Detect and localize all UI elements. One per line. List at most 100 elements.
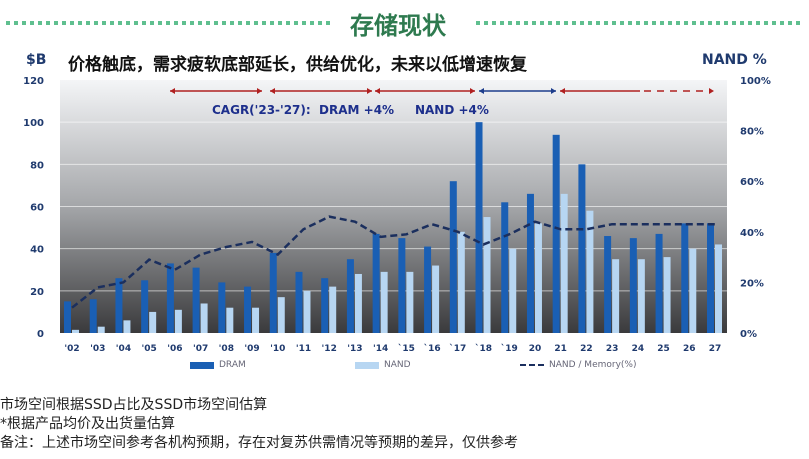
x-tick-label: `17: [449, 343, 466, 354]
cagr-annotation: CAGR('23-'27): DRAM +4% NAND +4%: [212, 103, 489, 117]
bar-dram: [141, 280, 149, 333]
x-tick-label: '02: [64, 344, 79, 354]
arrowhead: [375, 88, 380, 94]
bar-dram: [372, 233, 380, 333]
left-axis-unit: $B: [26, 52, 47, 68]
x-tick-label: '08: [219, 344, 234, 354]
bar-dram: [501, 202, 509, 333]
y-tick-label: 40: [30, 245, 44, 256]
x-tick-label: '04: [116, 344, 131, 354]
x-tick-label: '10: [270, 344, 285, 354]
y2-tick-label: 100%: [740, 76, 771, 87]
legend-label: NAND / Memory(%): [549, 360, 637, 370]
y2-tick-label: 40%: [740, 228, 764, 239]
right-axis-unit: NAND %: [702, 52, 767, 68]
x-tick-label: '05: [142, 344, 157, 354]
x-tick-label: 20: [529, 344, 542, 354]
x-tick-label: 21: [554, 344, 567, 354]
bar-nand: [277, 297, 285, 333]
legend-ratio: NAND / Memory(%): [520, 360, 636, 370]
x-tick-label: 25: [657, 344, 670, 354]
bar-nand: [72, 329, 79, 333]
bar-nand: [226, 307, 234, 333]
section-header: 存储现状: [0, 4, 809, 40]
legend-dram: DRAM: [190, 360, 246, 370]
y-tick-label: 20: [30, 287, 44, 298]
bar-nand: [149, 311, 157, 333]
legend-swatch-dram: [190, 361, 214, 369]
bar-dram: [681, 223, 689, 333]
bar-nand: [432, 265, 440, 333]
bar-nand: [354, 273, 362, 333]
bar-dram: [218, 282, 226, 333]
bar-dram: [192, 267, 200, 333]
bar-dram: [655, 233, 663, 333]
legend-label: DRAM: [219, 360, 246, 370]
bar-nand: [303, 290, 311, 333]
y-tick-label: 60: [30, 203, 44, 214]
bar-nand: [97, 326, 105, 333]
footnote-3: 备注：上述市场空间参考各机构预期，存在对复苏供需情况等预期的差异，仅供参考: [0, 435, 518, 451]
x-tick-label: 27: [709, 344, 722, 354]
bar-nand: [380, 271, 388, 333]
arrowhead: [551, 88, 556, 94]
bar-dram: [295, 271, 303, 333]
bar-dram: [552, 134, 560, 333]
x-tick-label: 26: [683, 344, 696, 354]
bar-dram: [707, 223, 714, 333]
arrowhead: [257, 88, 262, 94]
bar-dram: [449, 181, 457, 333]
x-tick-label: 23: [606, 344, 619, 354]
chart-subtitle: 价格触底，需求疲软底部延长，供给优化，未来以低增速恢复: [68, 55, 527, 75]
x-tick-label: '11: [296, 344, 311, 354]
bar-dram: [115, 278, 123, 333]
bar-dram: [346, 259, 354, 333]
arrowhead: [470, 88, 475, 94]
bar-dram: [89, 299, 97, 333]
x-tick-label: '07: [193, 344, 208, 354]
y2-tick-label: 20%: [740, 278, 764, 289]
arrowhead: [479, 88, 484, 94]
x-tick-label: 22: [580, 344, 593, 354]
y-tick-label: 120: [23, 76, 44, 87]
legend-label: NAND: [384, 360, 411, 370]
bar-dram: [321, 278, 329, 333]
header-divider-left: [6, 21, 332, 25]
bar-nand: [457, 231, 465, 333]
legend-nand: NAND: [355, 360, 411, 370]
bar-nand: [689, 248, 697, 333]
bar-dram: [629, 238, 637, 333]
bar-nand: [586, 210, 594, 333]
arrowhead: [170, 88, 175, 94]
x-tick-label: '13: [347, 344, 362, 354]
arrowhead: [560, 88, 565, 94]
bar-nand: [406, 271, 414, 333]
bar-nand: [534, 223, 542, 333]
section-title: 存储现状: [350, 12, 446, 40]
bar-nand: [252, 307, 260, 333]
bar-nand: [123, 320, 131, 333]
arrowhead: [709, 88, 714, 94]
y-tick-label: 100: [23, 118, 44, 129]
bar-nand: [715, 244, 722, 333]
bar-nand: [637, 259, 645, 333]
line-nand-ratio: [71, 215, 715, 309]
bar-nand: [509, 248, 517, 333]
x-tick-label: '09: [244, 344, 259, 354]
bar-dram: [269, 252, 277, 333]
arrowhead: [367, 88, 372, 94]
x-tick-label: `15: [398, 343, 415, 354]
bar-nand: [612, 259, 620, 333]
header-divider-right: [476, 21, 804, 25]
bar-dram: [526, 193, 534, 333]
bar-nand: [200, 303, 208, 333]
footnote-1: 市场空间根据SSD占比及SSD市场空间估算: [0, 397, 268, 413]
bar-nand: [663, 257, 671, 333]
footnote-2: *根据产品均价及出货量估算: [0, 416, 175, 432]
legend-swatch-nand: [355, 361, 379, 369]
x-tick-label: 24: [632, 344, 645, 354]
x-tick-label: `16: [424, 343, 441, 354]
bar-dram: [604, 236, 612, 333]
bar-dram: [424, 246, 432, 333]
